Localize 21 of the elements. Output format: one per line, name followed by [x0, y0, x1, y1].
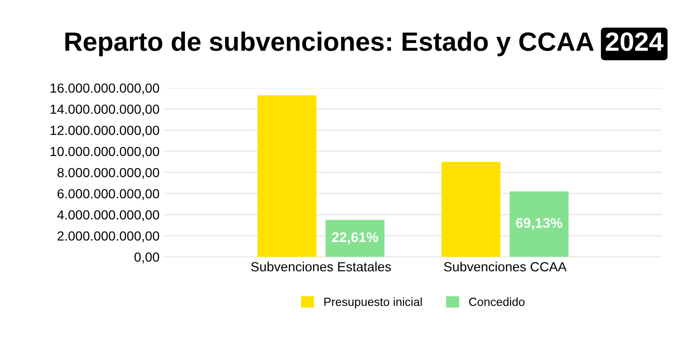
legend-label: Concedido: [469, 297, 525, 306]
y-tick-label: 0,00: [134, 252, 160, 264]
y-tick-label: 2.000.000.000,00: [58, 231, 160, 242]
text: 2024: [606, 32, 664, 52]
chart-title: Reparto de subvenciones: Estado y CCAA: [65, 32, 594, 56]
y-tick-label: 8.000.000.000,00: [58, 168, 160, 179]
bar: [326, 220, 384, 257]
y-tick-label: 6.000.000.000,00: [58, 189, 160, 200]
annotation: 69,13%: [516, 218, 562, 230]
y-tick-label: 4.000.000.000,00: [57, 210, 160, 222]
bar: [510, 191, 569, 257]
bar: [257, 95, 316, 257]
bar: [442, 162, 500, 257]
annotation: 22,61%: [332, 232, 378, 244]
y-tick-label: 14.000.000.000,00: [50, 104, 160, 116]
y-tick-label: 10.000.000.000,00: [50, 146, 160, 158]
y-tick-label: 12.000.000.000,00: [50, 126, 160, 137]
x-tick-label: Subvenciones CCAA: [444, 262, 567, 272]
legend-label: Presupuesto inicial: [324, 297, 422, 308]
y-tick-label: 16.000.000.000,00: [50, 83, 160, 94]
x-tick-label: Subvenciones Estatales: [251, 262, 391, 272]
